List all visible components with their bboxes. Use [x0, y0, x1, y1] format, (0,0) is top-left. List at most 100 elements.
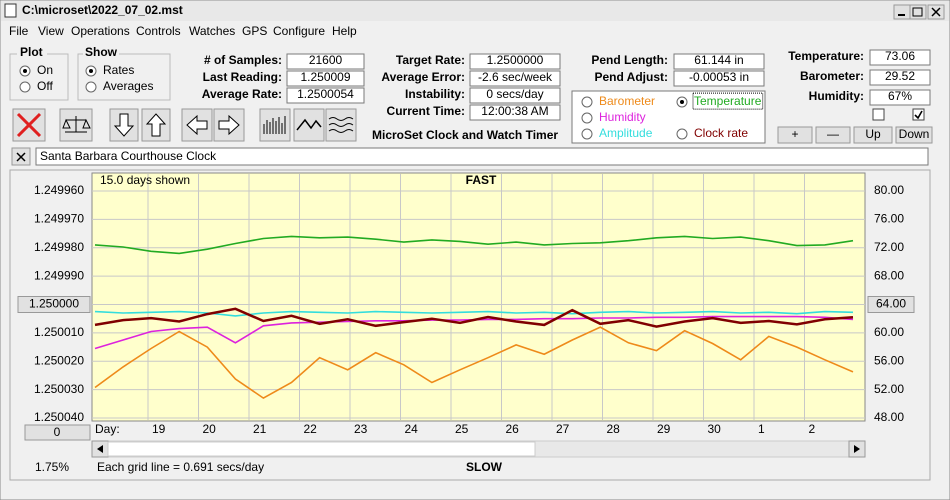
checkbox[interactable] — [912, 108, 925, 121]
y-tick-label: 1.249980 — [34, 240, 84, 254]
checkbox[interactable] — [872, 108, 885, 121]
window-controls[interactable] — [893, 4, 945, 20]
series-radio[interactable] — [676, 128, 688, 140]
title-bar — [1, 1, 949, 21]
show-group — [77, 53, 171, 101]
field-value: -0.00053 in — [689, 70, 749, 84]
y2-tick-label: 72.00 — [874, 240, 904, 254]
adjust-button[interactable] — [815, 126, 851, 144]
menu-item[interactable]: Help — [332, 24, 357, 38]
field-label: Pend Adjust: — [594, 70, 668, 84]
adjust-button[interactable] — [853, 126, 893, 144]
series-radio-dot — [680, 100, 684, 104]
x-tick-label: 25 — [455, 422, 469, 436]
series-line — [94, 310, 854, 317]
adjust-button[interactable] — [777, 126, 813, 144]
menu-item[interactable]: Watches — [189, 24, 235, 38]
legend-label: Temperature — [694, 94, 762, 108]
x-tick-label: 28 — [607, 422, 621, 436]
legend-label: Humidity — [599, 110, 646, 124]
x-tick-label: 19 — [152, 422, 166, 436]
field-box — [869, 89, 931, 106]
plot-area — [91, 172, 866, 422]
slow-label: SLOW — [466, 460, 503, 474]
field-box — [869, 69, 931, 86]
clock-name: Santa Barbara Courthouse Clock — [40, 149, 217, 163]
y-center-button[interactable] — [17, 296, 91, 313]
series-radio[interactable] — [581, 112, 593, 124]
field-label: Pend Length: — [591, 53, 668, 67]
series-line — [94, 235, 854, 255]
field-box — [469, 87, 561, 104]
field-label: Barometer: — [800, 69, 864, 83]
field-box — [469, 104, 561, 121]
y-tick-label: 1.250010 — [34, 325, 84, 339]
focus-rect — [692, 92, 764, 110]
field-label: Instability: — [405, 87, 465, 101]
adjust-button-label: — — [827, 127, 839, 141]
field-label: Humidity: — [809, 89, 864, 103]
menu-item[interactable]: View — [38, 24, 64, 38]
field-value: 73.06 — [885, 49, 915, 63]
series-line — [94, 307, 854, 328]
y2-tick-label: 52.00 — [874, 382, 904, 396]
grid-note: Each grid line = 0.691 secs/day — [97, 460, 264, 474]
bars-button[interactable] — [259, 108, 291, 142]
field-box — [469, 70, 561, 87]
field-value: -2.6 sec/week — [478, 70, 553, 84]
menu-item[interactable]: File — [9, 24, 29, 38]
offset-button[interactable] — [24, 424, 91, 441]
y-tick-label: 1.249990 — [34, 268, 84, 282]
group-label: Show — [85, 45, 118, 59]
scroll-thumb[interactable] — [107, 441, 536, 457]
toolbar — [12, 108, 357, 142]
x-tick-label: 24 — [405, 422, 419, 436]
y2-tick-label: 48.00 — [874, 410, 904, 424]
y-tick-label: 1.249960 — [34, 183, 84, 197]
y-tick-label: 1.250040 — [34, 410, 84, 424]
x-tick-label: 20 — [203, 422, 217, 436]
menu-item[interactable]: GPS — [242, 24, 267, 38]
x-tick-label: 26 — [506, 422, 520, 436]
window-title: C:\microset\2022_07_02.mst — [22, 3, 183, 17]
series-line — [94, 326, 854, 400]
menu-item[interactable]: Configure — [273, 24, 325, 38]
field-label: # of Samples: — [204, 53, 282, 67]
field-box — [286, 87, 365, 104]
x-tick-label: 22 — [304, 422, 318, 436]
x-tick-label: 1 — [758, 422, 765, 436]
wave-button[interactable] — [325, 108, 357, 142]
field-box — [286, 70, 365, 87]
y2-tick-label: 80.00 — [874, 183, 904, 197]
field-label: Target Rate: — [396, 53, 465, 67]
offset-button-label: 0 — [54, 425, 61, 439]
radio[interactable] — [19, 81, 31, 93]
x-tick-label: 29 — [657, 422, 671, 436]
field-box — [469, 53, 561, 70]
menu-item[interactable]: Controls — [136, 24, 181, 38]
series-radio[interactable] — [581, 128, 593, 140]
maximize[interactable] — [909, 4, 927, 20]
field-value: 21600 — [309, 53, 343, 67]
field-box — [673, 70, 765, 87]
radio-dot — [89, 69, 93, 73]
minimize[interactable] — [893, 4, 911, 20]
adjust-button[interactable] — [895, 126, 933, 144]
field-box — [673, 53, 765, 70]
field-value: 67% — [888, 89, 912, 103]
x-tick-label: 27 — [556, 422, 570, 436]
check — [914, 110, 923, 120]
fast-label: FAST — [466, 173, 497, 187]
y-tick-label: 1.249970 — [34, 212, 84, 226]
menu-item[interactable]: Operations — [71, 24, 130, 38]
radio[interactable] — [85, 81, 97, 93]
clock-name-field[interactable] — [35, 147, 929, 166]
field-box — [869, 49, 931, 66]
series-radio[interactable] — [581, 96, 593, 108]
x-tick-label: 30 — [708, 422, 722, 436]
y-tick-label: 1.250030 — [34, 382, 84, 396]
field-label: Average Error: — [381, 70, 465, 84]
series-selector — [571, 90, 766, 144]
y2-center-button[interactable] — [867, 296, 915, 313]
